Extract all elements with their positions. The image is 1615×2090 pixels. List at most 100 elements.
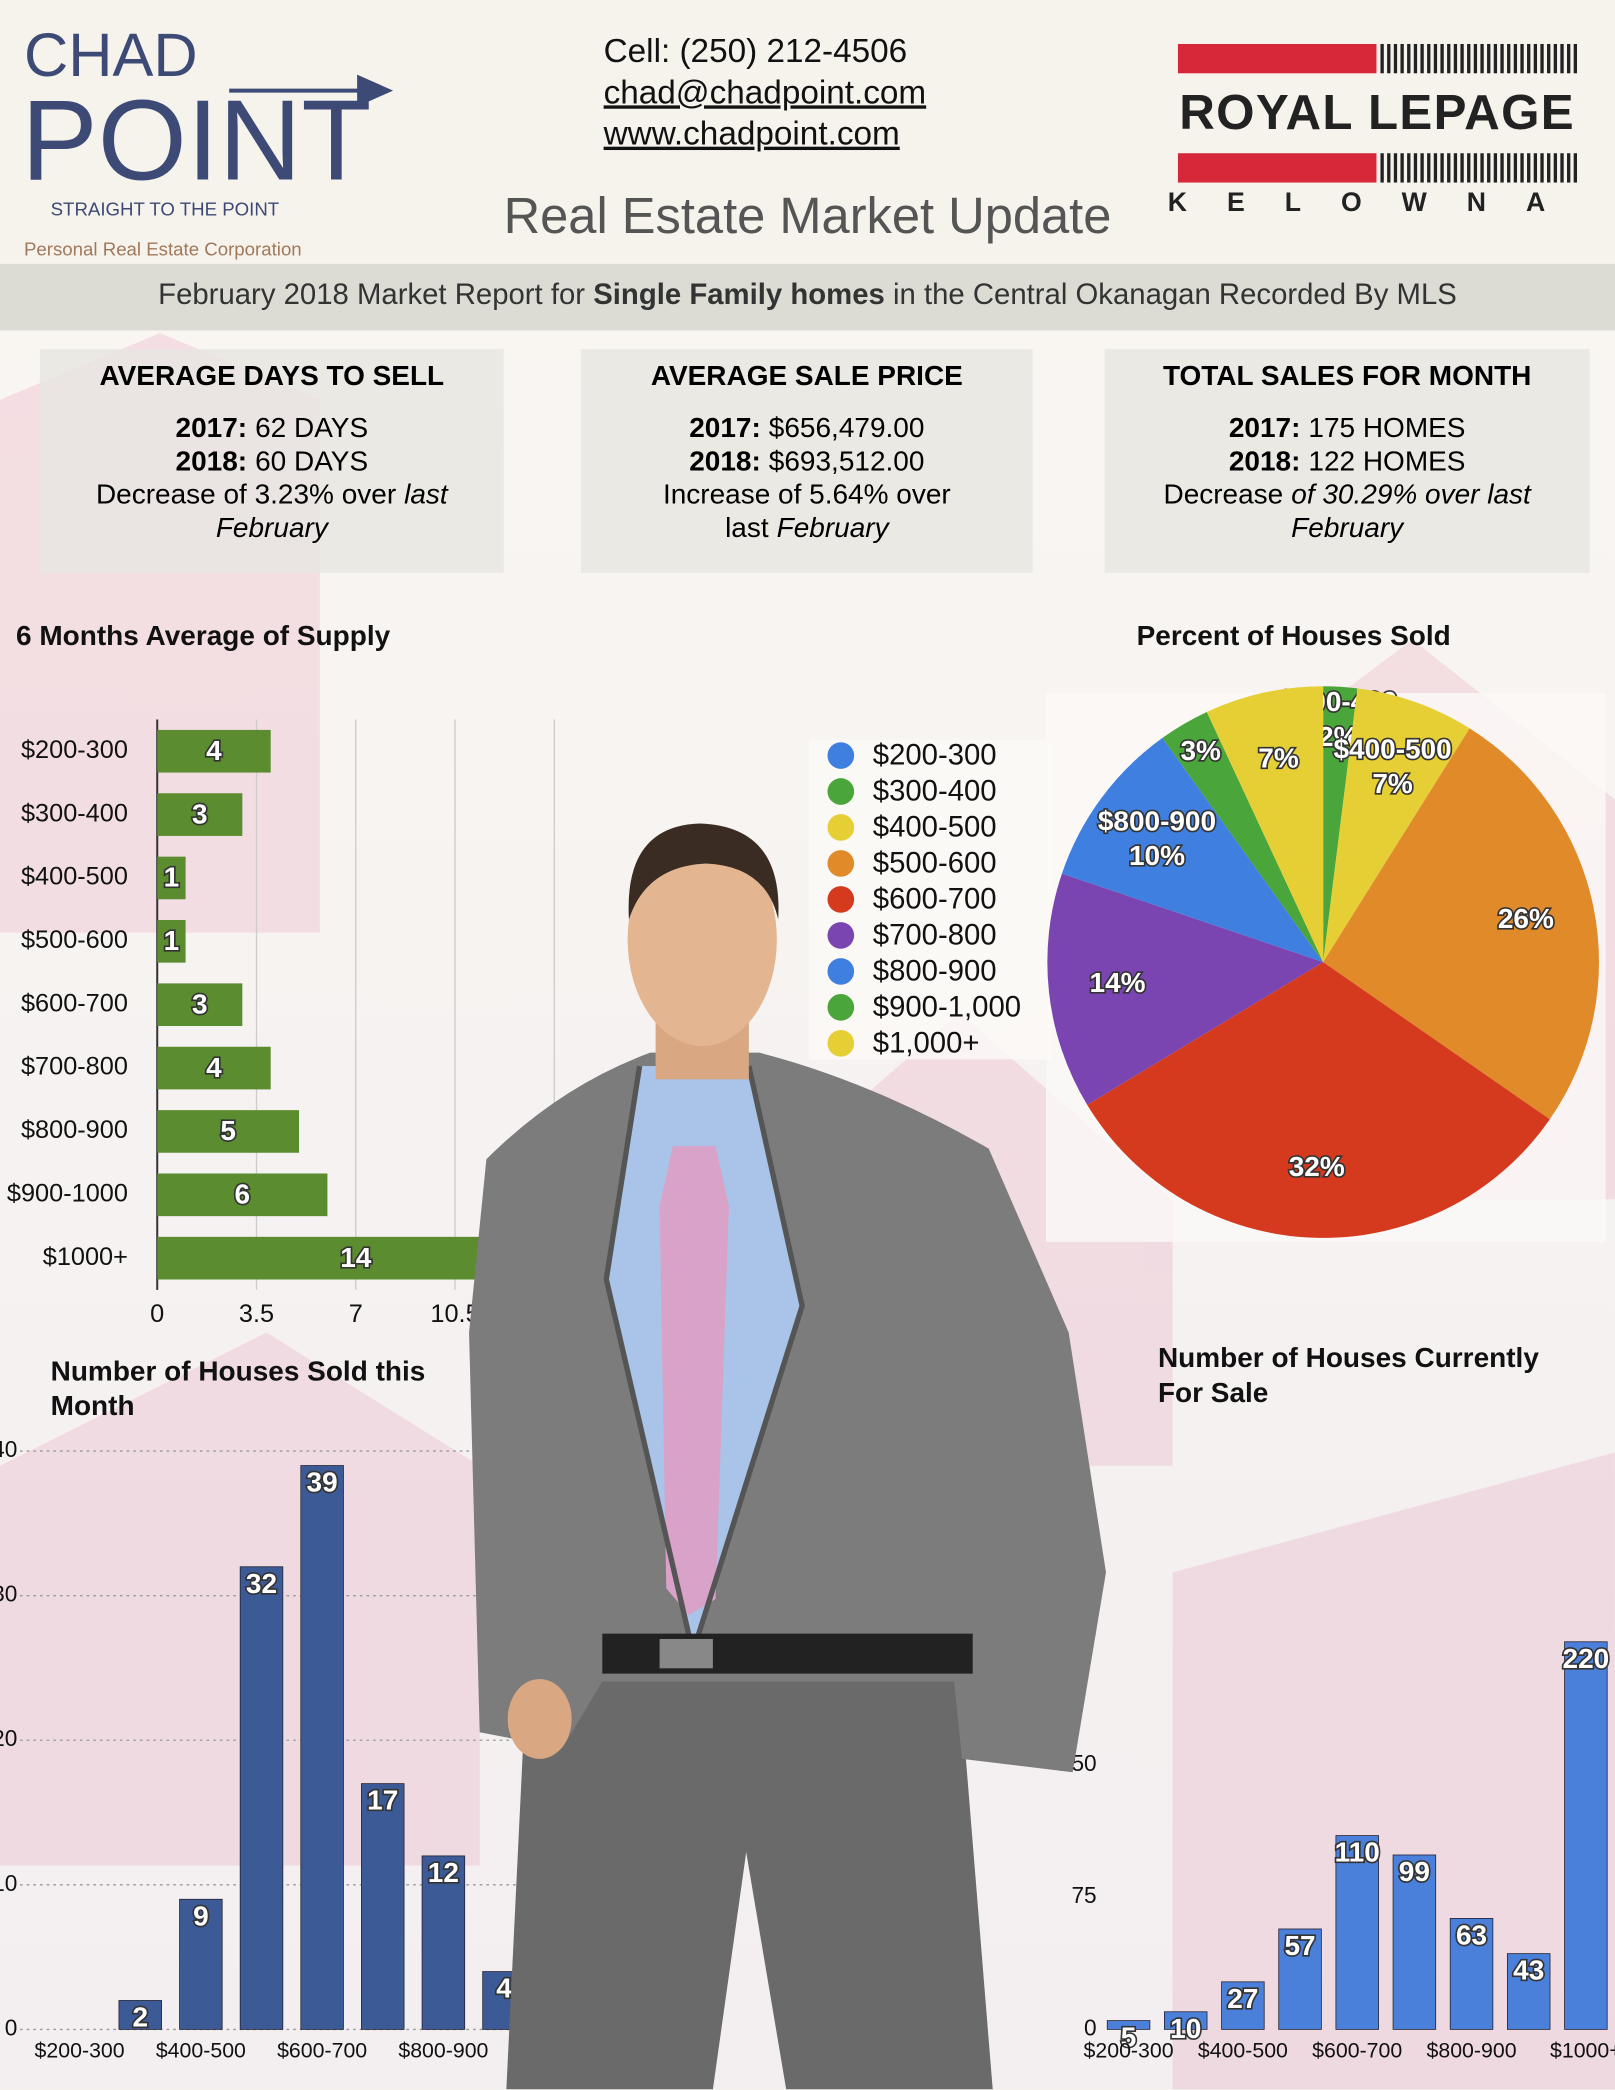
value-label: 10	[1170, 2013, 1201, 2044]
barcode-line	[1567, 43, 1571, 74]
banner-bg	[0, 263, 1615, 331]
x-tick-label: $800-900	[1427, 2039, 1517, 2063]
legend-swatch	[827, 994, 855, 1021]
value-label: 57	[1284, 1930, 1315, 1961]
bar	[1164, 2011, 1208, 2030]
stat-row: 2018: 60 DAYS	[40, 445, 504, 478]
barcode-line	[1413, 43, 1418, 74]
y-tick-label: $300-400	[21, 799, 128, 827]
value-label: 3%	[1181, 735, 1222, 766]
pie-slice	[1323, 688, 1470, 963]
barcode-line	[1460, 153, 1464, 183]
y-tick-label: $1000+	[43, 1243, 128, 1271]
bar	[421, 1855, 466, 2030]
stat-year: 2018:	[175, 446, 248, 478]
banner-text: in the Central Okanagan Recorded By MLS	[893, 277, 1457, 311]
barcode-line	[1500, 43, 1504, 74]
barcode-line	[1393, 43, 1398, 74]
stat-row: 2017: 62 DAYS	[40, 412, 504, 445]
barcode-line	[1380, 43, 1384, 74]
stat-year: 2017:	[175, 413, 248, 444]
legend-swatch	[827, 850, 855, 877]
value-label: 27	[1227, 1983, 1258, 2014]
slice-name: $400-500	[1333, 734, 1451, 765]
bar	[1278, 1928, 1322, 2030]
y-tick-label: $400-500	[21, 863, 128, 891]
banner-text: February 2018 Market Report for	[158, 277, 586, 311]
stat-change: Decrease of 30.29% over last February	[1105, 478, 1590, 545]
cell: Cell: (250) 212-4506	[604, 33, 908, 70]
stat-value: $693,512.00	[768, 446, 925, 478]
legend-label: $400-500	[873, 811, 997, 844]
bar	[1106, 2020, 1151, 2030]
value-label: 3	[192, 988, 208, 1019]
pie-slice	[1323, 728, 1599, 1120]
pie-slice	[1047, 873, 1324, 1105]
barcode-line	[1393, 153, 1398, 183]
x-tick-label: $400-500	[1198, 2039, 1288, 2063]
y-tick-label: $700-800	[21, 1053, 128, 1081]
stat-title: AVERAGE DAYS TO SELL	[99, 361, 445, 392]
value-label: 4	[206, 1052, 222, 1083]
stat-title: AVERAGE SALE PRICE	[650, 361, 963, 392]
y-tick-label: 10	[0, 1870, 17, 1896]
brand: ROYAL LEPAGE	[1179, 85, 1573, 140]
barcode-line	[1453, 43, 1458, 74]
barcode-line	[1493, 153, 1498, 183]
stat-row: 2017: 175 HOMES	[1105, 412, 1590, 445]
person-photo	[469, 823, 1106, 2090]
chart-title: Percent of Houses Sold	[1136, 620, 1451, 652]
value-label: 32%	[1289, 1151, 1345, 1182]
banner-bold: Single Family homes	[593, 277, 885, 311]
bar	[1506, 1953, 1551, 2030]
brand-barcode	[1380, 43, 1578, 183]
x-tick-label: $600-700	[1312, 2039, 1402, 2063]
y-tick-label: 0	[5, 2014, 18, 2040]
stat-value: 62 DAYS	[255, 413, 369, 444]
stat-change-text: Decrease	[1163, 479, 1284, 511]
chart-title: Number of Houses Currently For Sale	[1157, 1343, 1539, 1409]
stat-year: 2017:	[1228, 413, 1301, 444]
stat-title: TOTAL SALES FOR MONTH	[1162, 361, 1532, 392]
barcode-line	[1533, 153, 1538, 183]
stat-box: AVERAGE DAYS TO SELL 2017: 62 DAYS 2018: 60 …	[39, 349, 504, 573]
stat-change-text: Increase of 5.64% over last	[662, 479, 951, 544]
x-tick-label: $200-300	[35, 2039, 125, 2063]
value-label: 7%	[1372, 768, 1413, 799]
x-tick-label: $600-700	[277, 2039, 367, 2063]
y-tick-label: $500-600	[21, 926, 128, 954]
legend-label: $300-400	[873, 775, 997, 808]
barcode-line	[1440, 43, 1444, 74]
y-tick-label: 75	[1071, 1882, 1096, 1908]
stat-change-em: last February	[215, 479, 448, 544]
legend-label: $200-300	[873, 739, 997, 772]
y-tick-label: $800-900	[21, 1116, 128, 1144]
logo-top: CHAD	[24, 21, 198, 89]
email[interactable]: chad@chadpoint.com	[604, 74, 927, 111]
barcode-line	[1553, 43, 1558, 74]
brand-bar	[1177, 43, 1377, 74]
stat-value: 122 HOMES	[1308, 446, 1466, 478]
barcode-line	[1527, 43, 1531, 74]
barcode-line	[1413, 153, 1418, 183]
value-label: 99	[1399, 1856, 1430, 1887]
bar	[1564, 1641, 1608, 2030]
value-label: 4	[206, 735, 222, 766]
pie-slice	[1323, 686, 1358, 963]
value-label: 43	[1513, 1955, 1544, 1986]
bar	[1392, 1854, 1437, 2030]
slice-name: $800-900	[1098, 805, 1216, 836]
bar	[157, 920, 186, 963]
stat-box: TOTAL SALES FOR MONTH 2017: 175 HOMES 2018:…	[1104, 349, 1590, 573]
website[interactable]: www.chadpoint.com	[603, 116, 900, 153]
legend-swatch	[827, 958, 855, 985]
stat-value: $656,479.00	[768, 413, 925, 444]
value-label: 7%	[1258, 742, 1299, 773]
barcode-line	[1387, 43, 1391, 74]
value-label: 10%	[1129, 840, 1185, 871]
pie-slice	[1087, 962, 1550, 1238]
banner: February 2018 Market Report for Single F…	[0, 277, 1615, 312]
value-label: 1	[164, 925, 180, 956]
